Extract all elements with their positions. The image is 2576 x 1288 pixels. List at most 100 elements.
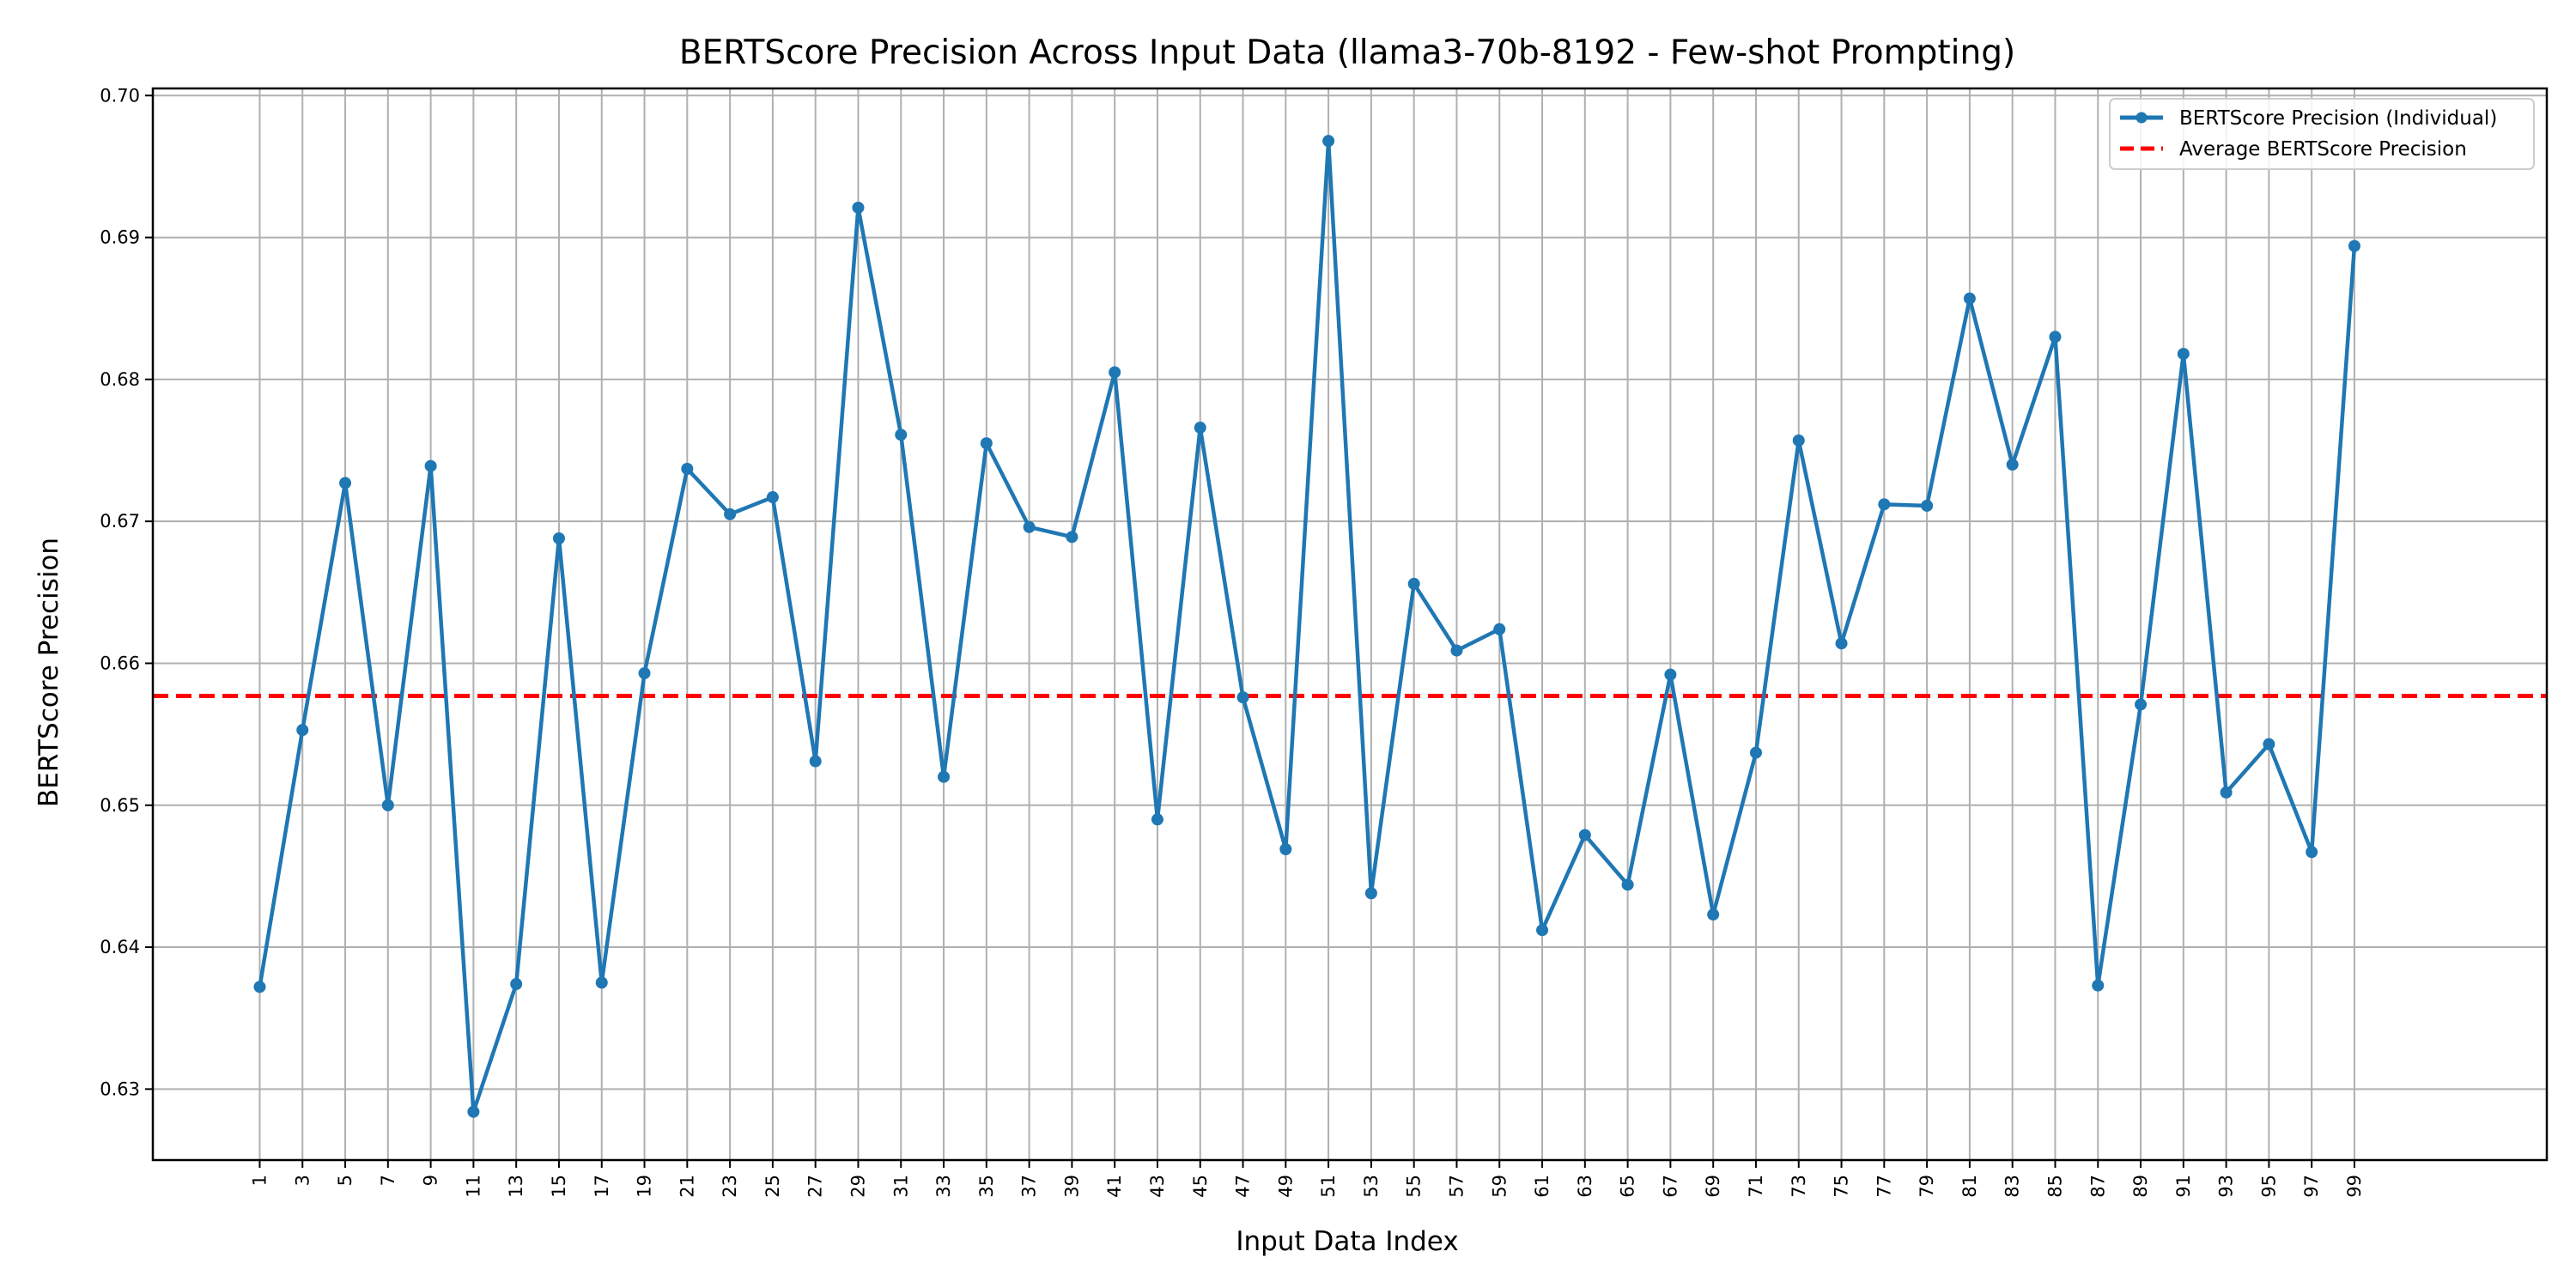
y-tick-label: 0.67 [100, 511, 140, 532]
data-point [809, 755, 822, 768]
x-tick-label: 25 [762, 1175, 783, 1198]
data-point [1878, 498, 1891, 511]
x-tick-label: 37 [1019, 1175, 1040, 1198]
x-tick-label: 23 [720, 1175, 740, 1198]
x-tick-label: 35 [976, 1175, 997, 1198]
x-tick-label: 49 [1275, 1175, 1296, 1198]
data-point [1921, 499, 1934, 512]
data-point [1023, 520, 1036, 533]
data-point [638, 667, 651, 680]
x-tick-label: 83 [2002, 1175, 2023, 1198]
data-point [980, 437, 993, 450]
x-tick-label: 9 [421, 1175, 441, 1186]
x-tick-label: 97 [2301, 1175, 2322, 1198]
x-tick-label: 33 [933, 1175, 954, 1198]
x-tick-label: 63 [1575, 1175, 1595, 1198]
data-point [1792, 434, 1805, 447]
x-tick-label: 81 [1959, 1175, 1980, 1198]
data-point [595, 976, 608, 989]
data-point [1151, 813, 1163, 826]
legend-box [2109, 98, 2535, 170]
data-point [852, 201, 865, 214]
data-point [467, 1105, 480, 1118]
series-layer [253, 135, 2360, 1118]
x-tick-label: 55 [1404, 1175, 1425, 1198]
data-point [1407, 577, 1420, 590]
x-tick-label: 7 [378, 1175, 398, 1186]
data-point [296, 724, 309, 737]
x-tick-label: 71 [1746, 1175, 1766, 1198]
x-tick-label: 27 [805, 1175, 826, 1198]
data-point [2135, 698, 2148, 711]
x-tick-label: 5 [335, 1175, 355, 1186]
data-point [1621, 878, 1634, 891]
y-tick-label: 0.68 [100, 369, 140, 390]
x-tick-label: 41 [1104, 1175, 1125, 1198]
data-point [681, 462, 694, 475]
data-point [724, 507, 737, 520]
data-point [1963, 292, 1976, 305]
data-point [1194, 422, 1206, 434]
x-tick-label: 89 [2130, 1175, 2151, 1198]
data-point [1749, 746, 1762, 759]
legend: BERTScore Precision (Individual) Average… [2109, 98, 2535, 170]
data-point [2306, 846, 2318, 859]
series-line-individual [258, 138, 2357, 1115]
grid-lines [153, 88, 2547, 1160]
x-tick-label: 39 [1061, 1175, 1082, 1198]
data-point [1279, 842, 1292, 855]
x-tick-label: 93 [2216, 1175, 2237, 1198]
y-axis-ticks: 0.63 0.64 0.65 0.66 0.67 0.68 0.69 0.70 [100, 85, 153, 1099]
x-tick-label: 95 [2258, 1175, 2279, 1198]
x-tick-label: 43 [1147, 1175, 1168, 1198]
data-point [1322, 135, 1335, 148]
x-tick-label: 85 [2044, 1175, 2065, 1198]
data-point [2177, 348, 2190, 361]
x-tick-label: 59 [1489, 1175, 1510, 1198]
data-point [510, 978, 523, 991]
x-tick-label: 31 [890, 1175, 911, 1198]
x-tick-label: 51 [1318, 1175, 1339, 1198]
x-tick-label: 69 [1703, 1175, 1723, 1198]
data-point [339, 477, 352, 489]
x-tick-label: 19 [635, 1175, 655, 1198]
y-axis-label: BERTScore Precision [33, 538, 64, 807]
x-tick-label: 67 [1660, 1175, 1680, 1198]
x-tick-label: 87 [2087, 1175, 2108, 1198]
data-point [938, 770, 951, 783]
x-tick-label: 45 [1190, 1175, 1211, 1198]
data-point [766, 491, 779, 504]
data-point [1835, 637, 1848, 650]
legend-label-individual: BERTScore Precision (Individual) [2179, 107, 2497, 130]
data-point [1066, 531, 1078, 544]
x-tick-label: 99 [2344, 1175, 2365, 1198]
y-tick-label: 0.70 [100, 85, 140, 106]
y-tick-label: 0.69 [100, 228, 140, 248]
y-tick-label: 0.66 [100, 653, 140, 673]
y-tick-label: 0.65 [100, 795, 140, 816]
x-tick-label: 73 [1789, 1175, 1809, 1198]
x-tick-label: 17 [592, 1175, 612, 1198]
data-point [381, 799, 394, 811]
x-axis-ticks: 1 3 5 7 9 11 13 15 17 19 21 23 25 27 29 31 33 35 37 39 41 43 4… [249, 1160, 2365, 1198]
x-tick-label: 61 [1532, 1175, 1552, 1198]
data-point [1450, 644, 1463, 657]
x-tick-label: 47 [1233, 1175, 1254, 1198]
data-point [1109, 366, 1121, 379]
x-tick-label: 21 [677, 1175, 697, 1198]
data-point [2263, 738, 2275, 750]
x-tick-label: 53 [1361, 1175, 1382, 1198]
data-point [1578, 829, 1591, 841]
data-point [552, 532, 565, 544]
data-point [2006, 459, 2019, 471]
data-point [2220, 786, 2233, 799]
x-axis-label: Input Data Index [1236, 1226, 1458, 1257]
x-tick-label: 79 [1917, 1175, 1937, 1198]
data-point [1707, 908, 1720, 921]
data-point [895, 428, 908, 441]
chart-title: BERTScore Precision Across Input Data (l… [679, 33, 2015, 72]
data-point [1236, 691, 1249, 704]
y-tick-label: 0.63 [100, 1078, 140, 1099]
x-tick-label: 11 [463, 1175, 483, 1198]
